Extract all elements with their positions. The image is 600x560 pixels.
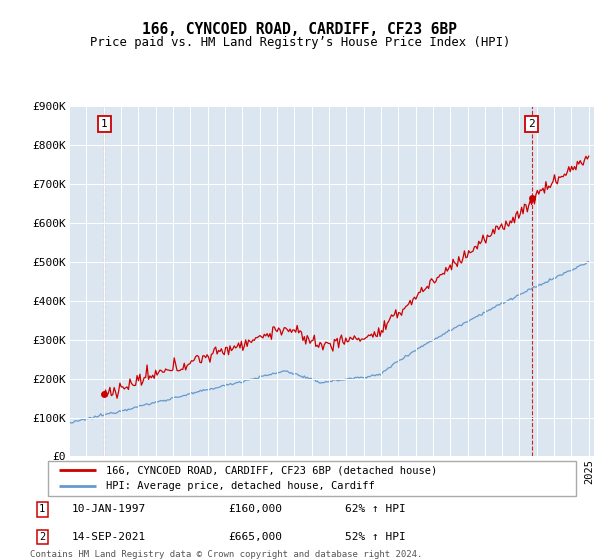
Text: £665,000: £665,000 <box>229 532 283 542</box>
Text: 2: 2 <box>39 532 45 542</box>
Text: 2: 2 <box>529 119 535 129</box>
Text: HPI: Average price, detached house, Cardiff: HPI: Average price, detached house, Card… <box>106 481 375 491</box>
Text: 52% ↑ HPI: 52% ↑ HPI <box>344 532 406 542</box>
Text: 1: 1 <box>101 119 107 129</box>
Text: 166, CYNCOED ROAD, CARDIFF, CF23 6BP (detached house): 166, CYNCOED ROAD, CARDIFF, CF23 6BP (de… <box>106 465 437 475</box>
Text: 10-JAN-1997: 10-JAN-1997 <box>71 504 146 514</box>
Text: 62% ↑ HPI: 62% ↑ HPI <box>344 504 406 514</box>
Text: Price paid vs. HM Land Registry’s House Price Index (HPI): Price paid vs. HM Land Registry’s House … <box>90 36 510 49</box>
Text: 14-SEP-2021: 14-SEP-2021 <box>71 532 146 542</box>
Text: Contains HM Land Registry data © Crown copyright and database right 2024.
This d: Contains HM Land Registry data © Crown c… <box>30 550 422 560</box>
Text: 166, CYNCOED ROAD, CARDIFF, CF23 6BP: 166, CYNCOED ROAD, CARDIFF, CF23 6BP <box>143 22 458 36</box>
Text: £160,000: £160,000 <box>229 504 283 514</box>
Text: 1: 1 <box>39 504 45 514</box>
